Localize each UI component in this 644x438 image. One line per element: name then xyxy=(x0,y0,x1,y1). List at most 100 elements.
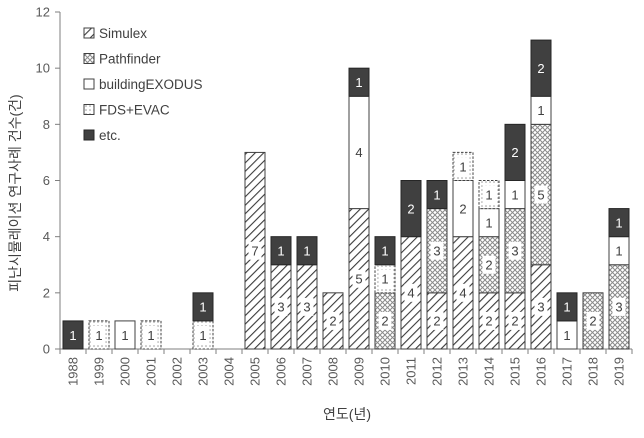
bar-value-label: 4 xyxy=(459,286,466,301)
x-tick-label: 2007 xyxy=(300,357,315,386)
bar-value-label: 1 xyxy=(121,328,128,343)
x-tick-label: 2010 xyxy=(378,357,393,386)
bar-value-label: 1 xyxy=(433,187,440,202)
bar-value-label: 7 xyxy=(251,244,258,259)
legend-swatch xyxy=(83,129,95,141)
bar-value-label: 2 xyxy=(537,61,544,76)
bar-segment xyxy=(530,39,552,97)
bar-value-label: 1 xyxy=(381,272,388,287)
bar-segment xyxy=(608,208,630,238)
bar-label-bg xyxy=(534,297,548,316)
bar-label-bg xyxy=(612,241,626,260)
x-tick-label: 2013 xyxy=(456,357,471,386)
bar-segment xyxy=(426,180,448,210)
x-tick-label: 1988 xyxy=(66,357,81,386)
bar-label-bg xyxy=(482,255,496,274)
bar-label-bg xyxy=(378,269,392,288)
bar-value-label: 1 xyxy=(303,244,310,259)
bar-value-label: 1 xyxy=(485,187,492,202)
bar-segment xyxy=(556,292,578,322)
bar-value-label: 1 xyxy=(69,328,76,343)
y-tick-label: 10 xyxy=(36,61,50,76)
bar-segment xyxy=(62,320,84,350)
bar-value-label: 1 xyxy=(511,187,518,202)
bar-value-label: 4 xyxy=(355,145,362,160)
bar-value-label: 5 xyxy=(355,272,362,287)
legend-label: buildingEXODUS xyxy=(99,77,203,92)
y-tick-label: 8 xyxy=(43,117,50,132)
bar-value-label: 1 xyxy=(537,103,544,118)
bar-segment xyxy=(374,236,396,266)
x-tick-label: 2015 xyxy=(508,357,523,386)
bar-label-bg xyxy=(560,325,574,344)
bar-label-bg xyxy=(508,185,522,204)
y-tick-label: 4 xyxy=(43,229,50,244)
legend-label: FDS+EVAC xyxy=(99,103,170,118)
bar-label-bg xyxy=(430,241,444,260)
x-tick-label: 2018 xyxy=(586,357,601,386)
bar-value-label: 2 xyxy=(485,258,492,273)
bar-value-label: 1 xyxy=(277,244,284,259)
bar-label-bg xyxy=(482,311,496,330)
legend-label: etc. xyxy=(99,128,121,143)
bar-value-label: 1 xyxy=(199,300,206,315)
legend-swatch xyxy=(83,104,95,115)
y-tick-label: 6 xyxy=(43,173,50,188)
bar-value-label: 1 xyxy=(147,328,154,343)
bar-value-label: 2 xyxy=(381,314,388,329)
bar-label-bg xyxy=(534,185,548,204)
bar-value-label: 3 xyxy=(277,300,284,315)
x-tick-label: 2016 xyxy=(534,357,549,386)
bar-label-bg xyxy=(352,269,366,288)
bar-segment xyxy=(348,67,370,97)
bar-label-bg xyxy=(612,297,626,316)
bar-label-bg xyxy=(508,311,522,330)
legend: Simulex Pathfinder buildingEXODUS FDS+EVAC e… xyxy=(83,26,203,143)
bar-label-bg xyxy=(456,157,470,176)
bar-label-bg xyxy=(92,325,106,344)
bar-label-bg xyxy=(456,283,470,302)
bar-value-label: 3 xyxy=(303,300,310,315)
bar-value-label: 2 xyxy=(589,314,596,329)
x-tick-label: 2011 xyxy=(404,357,419,385)
legend-label: Pathfinder xyxy=(99,52,161,67)
x-tick-label: 2001 xyxy=(144,357,159,386)
bar-label-bg xyxy=(508,241,522,260)
bar-label-bg xyxy=(586,311,600,330)
bar-value-label: 2 xyxy=(407,201,414,216)
bar-value-label: 1 xyxy=(381,244,388,259)
bar-value-label: 1 xyxy=(615,244,622,259)
bars: 1 1 1 1 117313125412114223142122112312351211… xyxy=(62,39,630,350)
x-tick-label: 2008 xyxy=(326,357,341,386)
bar-value-label: 1 xyxy=(355,75,362,90)
bar-value-label: 5 xyxy=(537,187,544,202)
bar-segment xyxy=(504,123,526,182)
y-tick-label: 2 xyxy=(43,285,50,300)
bar-value-label: 1 xyxy=(95,328,102,343)
bar-value-label: 1 xyxy=(563,328,570,343)
bar-value-label: 2 xyxy=(511,145,518,160)
bar-value-label: 2 xyxy=(511,314,518,329)
bar-value-label: 1 xyxy=(615,215,622,230)
bar-label-bg xyxy=(404,283,418,302)
bar-value-label: 3 xyxy=(537,300,544,315)
bar-value-label: 2 xyxy=(329,314,336,329)
y-tick-label: 0 xyxy=(43,342,50,357)
bar-value-label: 1 xyxy=(199,328,206,343)
bar-label-bg xyxy=(456,199,470,218)
bar-label-bg xyxy=(352,143,366,162)
x-tick-label: 1999 xyxy=(92,357,107,386)
legend-swatch xyxy=(83,27,95,39)
bar-value-label: 4 xyxy=(407,286,414,301)
bar-value-label: 2 xyxy=(485,314,492,329)
bar-label-bg xyxy=(534,101,548,120)
bar-label-bg xyxy=(482,185,496,204)
bar-value-label: 1 xyxy=(485,215,492,230)
bar-segment xyxy=(400,180,422,238)
legend-swatch xyxy=(83,53,95,64)
x-tick-label: 2019 xyxy=(612,357,627,386)
bar-value-label: 3 xyxy=(615,300,622,315)
